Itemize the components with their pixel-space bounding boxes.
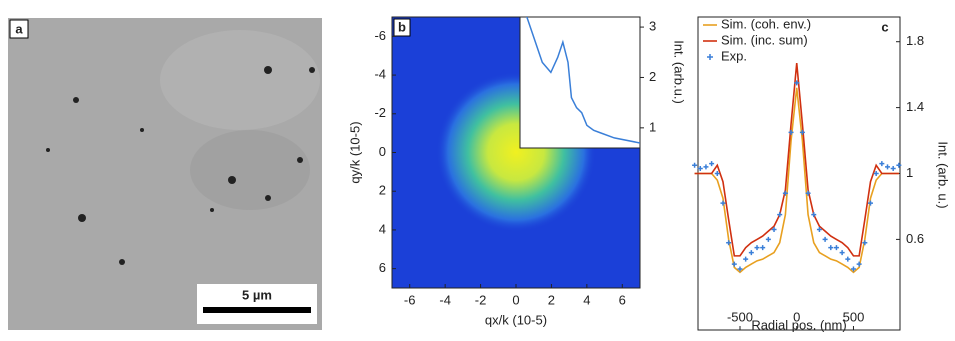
- y-tick-label: -2: [374, 105, 386, 120]
- data-point: [737, 266, 743, 272]
- data-point: [692, 162, 698, 168]
- data-point: [856, 261, 862, 267]
- data-point: [805, 190, 811, 196]
- data-point: [833, 245, 839, 251]
- y-tick-label: 0.6: [906, 231, 924, 246]
- x-tick-label: 0: [793, 309, 800, 324]
- series-line: [694, 87, 899, 274]
- data-point: [697, 166, 703, 172]
- y-tick-label: 6: [379, 260, 386, 275]
- inset-y-tick-label: 3: [649, 19, 656, 34]
- data-point: [811, 212, 817, 218]
- data-point: [754, 245, 760, 251]
- legend-label: Sim. (inc. sum): [721, 32, 808, 47]
- x-tick-label: -6: [404, 292, 416, 307]
- data-point: [714, 171, 720, 176]
- data-point: [731, 261, 737, 267]
- data-point: [862, 240, 868, 246]
- y-tick-label: 1.4: [906, 99, 924, 114]
- data-point: [777, 212, 783, 218]
- data-point: [816, 227, 822, 233]
- x-tick-label: 500: [843, 309, 865, 324]
- data-point: [743, 256, 749, 262]
- x-tick-label: 4: [583, 292, 590, 307]
- data-point: [879, 161, 885, 167]
- y-tick-label: 1.8: [906, 33, 924, 48]
- y-axis-label: Int. (arb. u.): [936, 141, 951, 208]
- x-axis-label: Radial pos. (nm): [751, 317, 846, 332]
- y-tick-label: 2: [379, 183, 386, 198]
- data-point: [850, 266, 856, 272]
- y-tick-label: -6: [374, 28, 386, 43]
- data-point: [748, 250, 754, 256]
- data-point: [799, 129, 805, 135]
- data-point: [703, 164, 709, 170]
- data-point: [760, 245, 766, 251]
- inset-y-label: Int. (arb.u.): [672, 40, 687, 104]
- data-point: [839, 250, 845, 256]
- plot-frame: [697, 16, 901, 331]
- data-point: [720, 200, 726, 206]
- data-point: [782, 190, 788, 196]
- y-tick-label: 1: [906, 165, 913, 180]
- micrograph: a 5 µm: [8, 18, 322, 330]
- panel-label-box: [874, 19, 896, 36]
- x-tick-label: -500: [727, 309, 753, 324]
- inset-y-tick-label: 1: [649, 119, 656, 134]
- y-tick-label: 4: [379, 221, 386, 236]
- scale-bar-label: 5 µm: [242, 287, 272, 302]
- x-tick-label: 2: [548, 292, 555, 307]
- x-tick-label: 6: [619, 292, 626, 307]
- inset-y-tick-label: 2: [649, 69, 656, 84]
- data-point: [765, 236, 771, 242]
- data-point: [726, 240, 732, 246]
- y-axis-label: qy/k (10-5): [347, 121, 362, 183]
- data-point: [873, 171, 879, 176]
- diffraction-image: b: [391, 16, 641, 289]
- data-point: [867, 200, 873, 206]
- panel-label: c: [881, 19, 888, 34]
- x-tick-label: -4: [439, 292, 451, 307]
- data-point: [828, 245, 834, 251]
- data-point: [885, 164, 891, 170]
- data-point: [771, 227, 777, 233]
- x-axis-label: qx/k (10-5): [485, 312, 547, 327]
- data-point: [788, 129, 794, 135]
- data-point: [794, 80, 800, 86]
- data-point: [822, 236, 828, 242]
- x-tick-label: -2: [475, 292, 487, 307]
- legend-label: Exp.: [721, 48, 747, 63]
- panel-label: a: [15, 21, 23, 36]
- data-point: [845, 256, 851, 262]
- inset-line: [526, 17, 640, 144]
- x-tick-label: 0: [512, 292, 519, 307]
- legend-swatch: [707, 54, 713, 60]
- panel-label: b: [398, 19, 406, 34]
- data-point: [890, 166, 896, 172]
- y-tick-label: 0: [379, 144, 386, 159]
- data-point: [896, 162, 902, 168]
- legend-label: Sim. (coh. env.): [721, 16, 811, 31]
- data-point: [709, 161, 715, 167]
- y-tick-label: -4: [374, 67, 386, 82]
- series-line: [694, 63, 899, 257]
